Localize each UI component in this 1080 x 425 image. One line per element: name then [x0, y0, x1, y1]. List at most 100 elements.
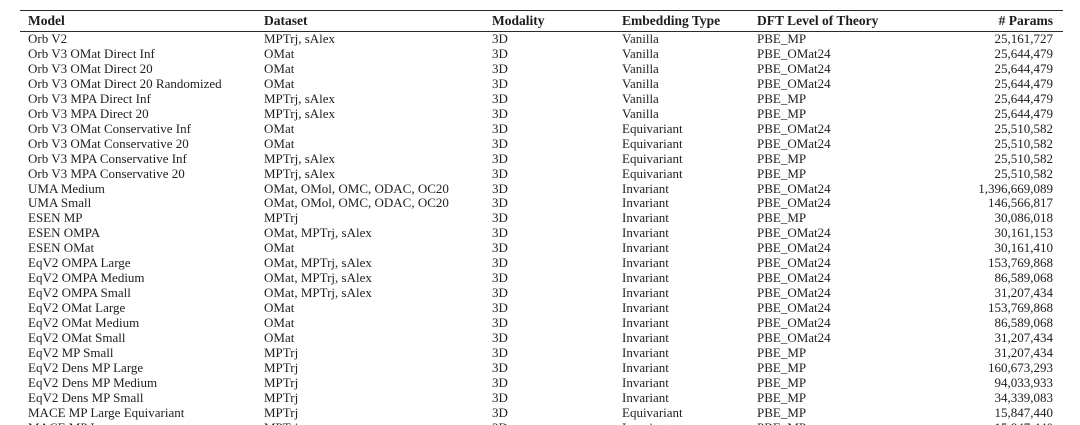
table-cell: Vanilla	[622, 61, 659, 76]
table-cell: 3D	[492, 241, 508, 256]
table-row: Orb V2 MPTrj, sAlex 3D Vanilla PBE_MP 25,161,…	[20, 32, 1063, 47]
table-cell: 34,339,083	[994, 390, 1054, 405]
table-cell: 25,644,479	[994, 106, 1054, 121]
table-cell: PBE_MP	[757, 211, 807, 226]
table-row: EqV2 OMat Small OMat 3D Invariant PBE_OMat24…	[20, 331, 1063, 346]
table-cell: Orb V3 MPA Conservative 20	[28, 166, 185, 181]
table-cell: 30,086,018	[994, 211, 1054, 226]
table-cell: Invariant	[622, 301, 669, 316]
table-cell: EqV2 OMPA Medium	[28, 271, 145, 286]
table-row: EqV2 Dens MP Small MPTrj 3D Invariant PBE_MP…	[20, 391, 1063, 406]
table-cell: OMat	[264, 76, 295, 91]
table-cell: OMat, OMol, OMC, ODAC, OC20	[264, 196, 449, 211]
table-cell: EqV2 OMat Large	[28, 301, 126, 316]
table-cell: OMat	[264, 61, 295, 76]
table-cell: PBE_OMat24	[757, 331, 831, 346]
table-cell: EqV2 OMPA Small	[28, 286, 131, 301]
table-row: Orb V3 MPA Direct 20 MPTrj, sAlex 3D Vanill…	[20, 107, 1063, 122]
table-cell: PBE_OMat24	[757, 76, 831, 91]
table-row: MACE MP Large Equivariant MPTrj 3D Equivari…	[20, 406, 1063, 421]
table-cell: PBE_MP	[757, 91, 807, 106]
table-cell: PBE_OMat24	[757, 316, 831, 331]
table-cell: Invariant	[622, 390, 669, 405]
table-cell: Orb V3 MPA Direct 20	[28, 106, 149, 121]
table-cell: Invariant	[622, 241, 669, 256]
table-cell: PBE_OMat24	[757, 61, 831, 76]
table-cell: UMA Small	[28, 196, 92, 211]
model-comparison-table-container: Model Dataset Modality Embedding Type DF…	[20, 10, 1063, 425]
table-cell: Invariant	[622, 271, 669, 286]
column-header-dataset: Dataset	[264, 10, 492, 32]
table-cell: PBE_OMat24	[757, 196, 831, 211]
table-cell: Invariant	[622, 196, 669, 211]
table-cell: PBE_MP	[757, 390, 807, 405]
table-cell: PBE_OMat24	[757, 121, 831, 136]
table-cell: 25,510,582	[994, 166, 1054, 181]
table-cell: 25,644,479	[994, 46, 1054, 61]
table-cell: OMat, MPTrj, sAlex	[264, 286, 372, 301]
table-row: EqV2 OMPA Large OMat, MPTrj, sAlex 3D Invar…	[20, 256, 1063, 271]
table-cell: 3D	[492, 421, 622, 425]
table-cell: 3D	[492, 151, 508, 166]
table-row: UMA Small OMat, OMol, OMC, ODAC, OC20 3D In…	[20, 196, 1063, 211]
table-row: ESEN OMat OMat 3D Invariant PBE_OMat24 30,161…	[20, 241, 1063, 256]
table-cell: Orb V3 OMat Direct Inf	[28, 46, 155, 61]
table-cell: PBE_MP	[757, 106, 807, 121]
table-cell: Orb V3 OMat Direct 20	[28, 61, 153, 76]
table-cell: OMat	[264, 316, 295, 331]
table-row: Orb V3 MPA Conservative Inf MPTrj, sAlex 3…	[20, 152, 1063, 167]
table-cell: 3D	[492, 256, 508, 271]
table-row: EqV2 Dens MP Large MPTrj 3D Invariant PBE_MP…	[20, 361, 1063, 376]
table-cell: 3D	[492, 226, 508, 241]
table-cell: MPTrj, sAlex	[264, 166, 336, 181]
table-cell: 3D	[492, 181, 508, 196]
table-row: EqV2 MP Small MPTrj 3D Invariant PBE_MP 31,20…	[20, 346, 1063, 361]
table-cell: PBE_MP	[757, 346, 807, 361]
table-cell: OMat, MPTrj, sAlex	[264, 271, 372, 286]
table-header-row: Model Dataset Modality Embedding Type DF…	[20, 10, 1063, 32]
column-header-modality: Modality	[492, 10, 622, 32]
table-cell: 15,847,440	[994, 405, 1054, 420]
table-cell: 25,510,582	[994, 121, 1054, 136]
column-header-dft-level: DFT Level of Theory	[757, 10, 944, 32]
table-cell: PBE_MP	[757, 166, 807, 181]
table-cell: MPTrj, sAlex	[264, 106, 336, 121]
table-cell: Orb V2	[28, 31, 68, 47]
table-cell: 25,161,727	[994, 31, 1054, 47]
table-row: EqV2 OMPA Medium OMat, MPTrj, sAlex 3D Inva…	[20, 271, 1063, 286]
table-cell: EqV2 MP Small	[28, 346, 114, 361]
table-cell: PBE_OMat24	[757, 256, 831, 271]
table-cell: 25,644,479	[994, 61, 1054, 76]
table-cell: EqV2 Dens MP Large	[28, 360, 144, 375]
table-row: ESEN MP MPTrj 3D Invariant PBE_MP 30,086,018	[20, 211, 1063, 226]
table-cell: 3D	[492, 346, 508, 361]
table-row: Orb V3 OMat Conservative Inf OMat 3D Equiva…	[20, 122, 1063, 137]
table-cell: MPTrj, sAlex	[264, 91, 336, 106]
table-body: Orb V2 MPTrj, sAlex 3D Vanilla PBE_MP 25,161,…	[20, 32, 1063, 425]
table-cell: 25,510,582	[994, 136, 1054, 151]
table-cell: PBE_OMat24	[757, 136, 831, 151]
table-cell: 25,644,479	[994, 76, 1054, 91]
table-cell: MPTrj, sAlex	[264, 151, 336, 166]
table-cell: 3D	[492, 136, 508, 151]
table-cell: 3D	[492, 91, 508, 106]
table-cell: 3D	[492, 61, 508, 76]
table-cell: Equivariant	[622, 405, 683, 420]
table-cell: Invariant	[622, 360, 669, 375]
table-cell: Orb V3 MPA Conservative Inf	[28, 151, 187, 166]
table-cell: 3D	[492, 76, 508, 91]
table-cell: OMat	[264, 46, 295, 61]
table-cell: Invariant	[622, 346, 669, 361]
table-cell: 160,673,293	[988, 360, 1053, 375]
table-cell: MPTrj, sAlex	[264, 31, 336, 47]
table-cell: PBE_MP	[757, 405, 807, 420]
table-cell: 1,396,669,089	[978, 181, 1053, 196]
table-cell: Vanilla	[622, 91, 659, 106]
table-cell: Equivariant	[622, 136, 683, 151]
table-cell: 94,033,933	[994, 375, 1054, 390]
table-cell: OMat	[264, 331, 295, 346]
table-cell: Orb V3 MPA Direct Inf	[28, 91, 151, 106]
table-cell: 3D	[492, 286, 508, 301]
table-cell: 31,207,434	[994, 331, 1054, 346]
table-cell: EqV2 Dens MP Medium	[28, 375, 158, 390]
